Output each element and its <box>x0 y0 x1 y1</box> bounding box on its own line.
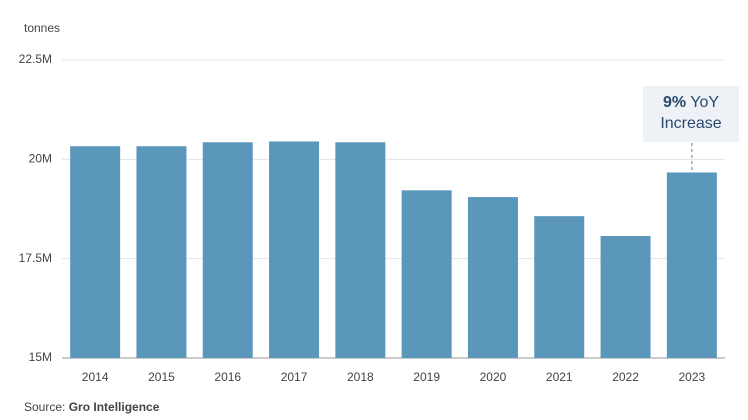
x-tick-label: 2021 <box>546 370 573 384</box>
annotation-box <box>643 86 739 142</box>
bar <box>467 197 518 358</box>
bar <box>335 142 386 358</box>
x-tick-label: 2018 <box>347 370 374 384</box>
source: Source: Gro Intelligence <box>24 400 160 414</box>
bar <box>70 146 121 358</box>
annotation-bold: 9% <box>663 94 686 111</box>
x-tick-label: 2023 <box>678 370 705 384</box>
bar <box>136 146 187 358</box>
source-label: Source: <box>24 400 65 414</box>
annotation: 9% YoY <box>663 94 719 111</box>
bar <box>269 141 320 358</box>
source-name: Gro Intelligence <box>69 400 160 414</box>
x-tick-label: 2017 <box>281 370 308 384</box>
x-tick-label: 2014 <box>82 370 109 384</box>
annotation-text: Increase <box>660 115 721 132</box>
bar <box>600 236 651 358</box>
y-tick-label: 15M <box>29 350 52 364</box>
x-tick-label: 2015 <box>148 370 175 384</box>
annotation-text: YoY <box>690 94 719 111</box>
unit-label: tonnes <box>24 21 60 35</box>
y-tick-label: 22.5M <box>19 52 52 66</box>
bar <box>401 190 452 358</box>
y-tick-label: 17.5M <box>19 251 52 265</box>
y-tick-label: 20M <box>29 152 52 166</box>
x-tick-label: 2022 <box>612 370 639 384</box>
x-tick-label: 2020 <box>480 370 507 384</box>
bar <box>202 142 253 358</box>
x-tick-label: 2019 <box>413 370 440 384</box>
bar <box>666 172 717 358</box>
bar <box>534 216 585 358</box>
x-tick-label: 2016 <box>214 370 241 384</box>
